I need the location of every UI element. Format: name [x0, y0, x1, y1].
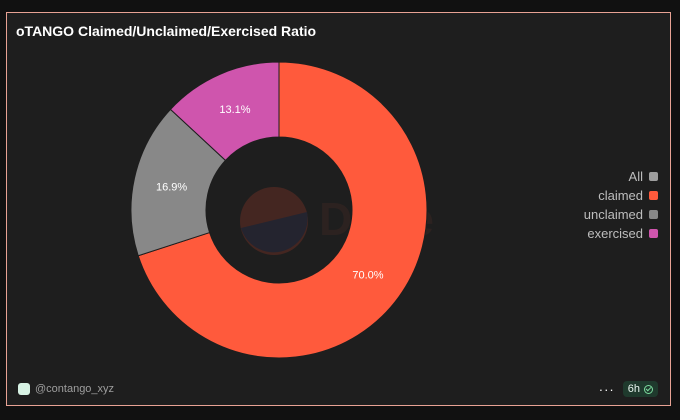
chart-card: oTANGO Claimed/Unclaimed/Exercised Ratio…: [6, 12, 671, 406]
donut-slice-unclaimed[interactable]: [130, 108, 227, 257]
avatar: [18, 383, 30, 395]
author-name: @contango_xyz: [35, 383, 115, 395]
legend-swatch: [649, 172, 658, 181]
refresh-interval: 6h: [627, 383, 640, 395]
legend-swatch: [649, 229, 658, 238]
legend-label: unclaimed: [583, 207, 643, 222]
more-options-button[interactable]: ···: [598, 381, 615, 397]
check-circle-icon: [644, 384, 653, 394]
refresh-status-badge[interactable]: 6h: [622, 381, 658, 397]
legend-item-exercised[interactable]: exercised: [587, 226, 658, 241]
donut-slice-claimed[interactable]: [137, 61, 428, 359]
donut-slice-exercised[interactable]: [169, 61, 280, 162]
legend-item-claimed[interactable]: claimed: [598, 188, 658, 203]
slice-label-claimed: 70.0%: [352, 270, 383, 282]
legend-swatch: [649, 191, 658, 200]
legend-item-all[interactable]: All: [629, 169, 658, 184]
chart-title: oTANGO Claimed/Unclaimed/Exercised Ratio: [16, 23, 317, 39]
dune-logo-shadow: [241, 212, 308, 253]
donut-chart: Dune 70.0%16.9%13.1%: [130, 61, 434, 359]
slice-label-unclaimed: 16.9%: [156, 181, 187, 193]
chart-legend: All claimed unclaimed exercised: [584, 169, 658, 241]
card-actions: ··· 6h: [599, 381, 658, 397]
author-tag[interactable]: @contango_xyz: [18, 383, 114, 395]
legend-swatch: [649, 210, 658, 219]
legend-label: exercised: [587, 226, 643, 241]
legend-item-unclaimed[interactable]: unclaimed: [584, 207, 658, 222]
legend-label: claimed: [598, 188, 643, 203]
slice-label-exercised: 13.1%: [219, 104, 250, 116]
legend-label: All: [628, 169, 643, 184]
